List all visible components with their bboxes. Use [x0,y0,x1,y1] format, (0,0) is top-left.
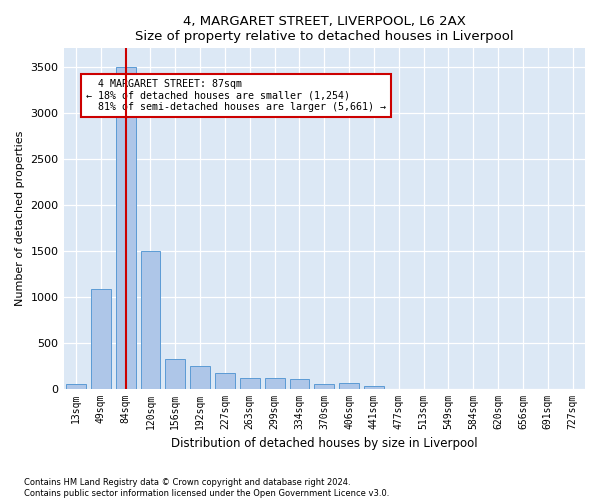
Bar [190,366,210,388]
Bar [140,250,160,388]
Text: Contains HM Land Registry data © Crown copyright and database right 2024.
Contai: Contains HM Land Registry data © Crown c… [24,478,389,498]
Y-axis label: Number of detached properties: Number of detached properties [15,131,25,306]
Bar [166,359,185,388]
X-axis label: Distribution of detached houses by size in Liverpool: Distribution of detached houses by size … [171,437,478,450]
Bar [215,373,235,388]
Bar [91,289,111,388]
Bar [339,384,359,388]
Bar [66,384,86,388]
Bar [290,380,310,388]
Bar [240,378,260,388]
Bar [116,66,136,388]
Bar [314,384,334,388]
Bar [265,378,284,388]
Bar [364,386,384,388]
Title: 4, MARGARET STREET, LIVERPOOL, L6 2AX
Size of property relative to detached hous: 4, MARGARET STREET, LIVERPOOL, L6 2AX Si… [135,15,514,43]
Text: 4 MARGARET STREET: 87sqm
← 18% of detached houses are smaller (1,254)
  81% of s: 4 MARGARET STREET: 87sqm ← 18% of detach… [86,79,386,112]
